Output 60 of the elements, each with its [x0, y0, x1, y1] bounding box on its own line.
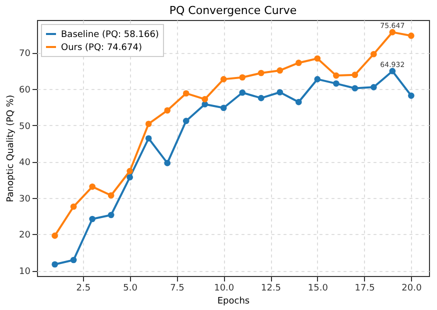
point	[258, 70, 264, 76]
point	[295, 60, 302, 66]
point	[108, 192, 114, 199]
chart-title: PQ Convergence Curve	[169, 4, 297, 17]
point	[164, 107, 171, 114]
point	[52, 232, 58, 239]
point	[220, 76, 227, 82]
y-tick-label: 60	[19, 85, 31, 96]
point	[314, 76, 321, 82]
point	[352, 85, 358, 92]
point	[145, 135, 152, 142]
legend-label: Ours (PQ: 74.674)	[61, 43, 142, 53]
point	[389, 29, 396, 36]
y-tick-label: 70	[19, 49, 31, 60]
point	[182, 90, 190, 97]
point	[145, 120, 152, 128]
point	[408, 32, 414, 39]
point	[239, 89, 246, 96]
point	[202, 101, 208, 108]
point	[332, 80, 340, 87]
point	[89, 184, 96, 190]
y-axis-title: Panoptic Quality (PQ %)	[6, 94, 16, 202]
point	[126, 174, 134, 180]
point	[202, 96, 208, 102]
y-tick-label: 20	[19, 230, 31, 241]
point	[370, 84, 377, 90]
point	[295, 98, 302, 106]
x-tick-label: 5.0	[123, 284, 138, 294]
x-tick-label: 10.0	[214, 284, 234, 294]
point	[276, 89, 284, 96]
point	[52, 261, 58, 268]
x-tick-label: 7.5	[170, 284, 184, 294]
point	[332, 72, 340, 79]
legend-label: Baseline (PQ: 58.166)	[61, 30, 159, 40]
point	[389, 68, 396, 74]
point	[352, 72, 358, 78]
y-tick-label: 10	[19, 267, 31, 278]
x-tick-label: 17.5	[354, 284, 375, 294]
point	[314, 55, 321, 62]
point	[164, 160, 171, 166]
x-tick-label: 2.5	[76, 284, 91, 294]
x-tick-label: 12.5	[260, 284, 282, 294]
point	[70, 256, 77, 264]
y-tick-label: 40	[19, 158, 31, 168]
y-tick-label: 30	[19, 194, 31, 204]
x-tick-label: 15.0	[308, 284, 328, 294]
y-tick-label: 50	[19, 122, 31, 132]
point	[220, 104, 227, 112]
point	[258, 94, 264, 102]
point	[370, 50, 377, 58]
x-tick-label: 20.0	[402, 284, 422, 294]
point	[70, 203, 77, 210]
point	[108, 212, 114, 218]
point	[408, 92, 414, 99]
point	[239, 74, 246, 81]
point	[182, 118, 190, 124]
point	[276, 67, 284, 74]
point	[89, 216, 96, 222]
x-axis-title: Epochs	[217, 296, 250, 306]
point	[126, 168, 134, 174]
